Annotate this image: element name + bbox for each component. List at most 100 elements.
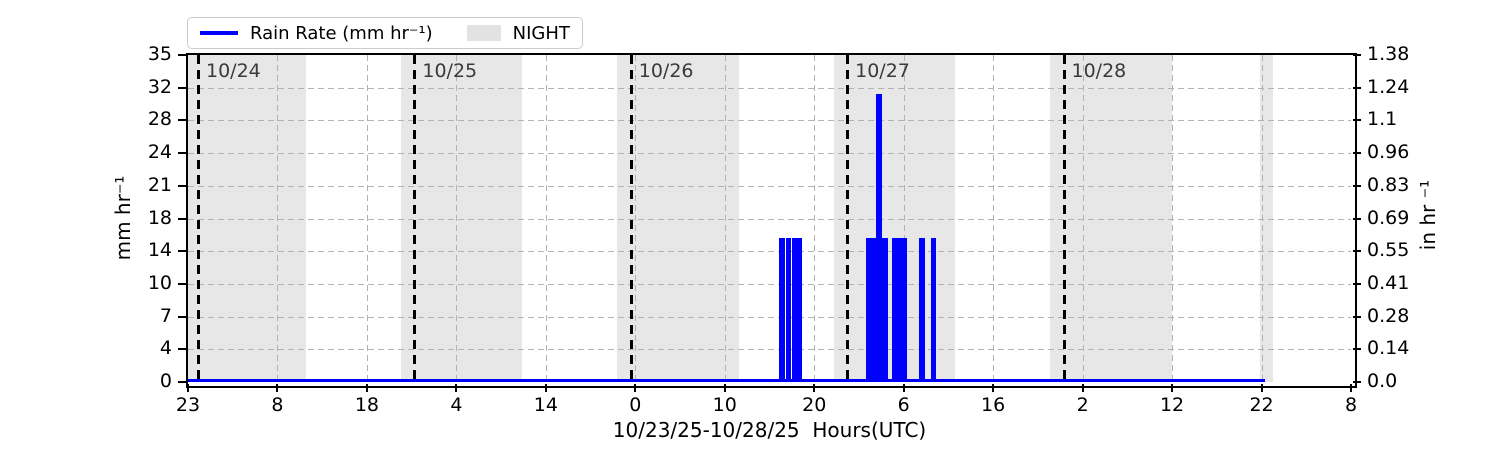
day-label: 10/24 (206, 60, 261, 82)
day-boundary-line (1062, 55, 1066, 382)
y-tick-mark-right (1353, 315, 1361, 318)
rain-rate-bar (919, 238, 925, 382)
y-tick-label-left: 14 (147, 239, 172, 262)
y-tick-label-right: 0.69 (1367, 206, 1410, 229)
y-tick-mark-left (178, 381, 186, 383)
y-tick-mark-left (178, 348, 186, 351)
y-tick-label-left: 28 (147, 108, 172, 131)
y-tick-label-left: 24 (147, 141, 172, 164)
x-tick-label: 12 (1159, 394, 1185, 416)
vertical-gridline (1082, 55, 1084, 382)
y-tick-label-right: 1.24 (1367, 75, 1410, 98)
rain-rate-bar (779, 238, 785, 382)
x-tick-mark (276, 384, 279, 392)
y-tick-mark-right (1353, 54, 1361, 56)
x-tick-mark (902, 384, 905, 392)
vertical-gridline (993, 55, 995, 382)
x-tick-label: 22 (1249, 394, 1274, 416)
y-tick-label-right: 0.83 (1367, 173, 1410, 196)
legend: Rain Rate (mm hr⁻¹) NIGHT (187, 17, 583, 49)
y-tick-mark-left (178, 315, 186, 318)
x-tick-mark (365, 384, 368, 392)
rain-rate-bar (892, 238, 907, 382)
horizontal-gridline (188, 251, 1351, 253)
day-label: 10/26 (638, 60, 694, 82)
y-tick-mark-right (1353, 250, 1361, 253)
y-tick-label-right: 0.28 (1367, 304, 1410, 327)
vertical-gridline (635, 55, 637, 382)
vertical-gridline (277, 55, 279, 382)
y-tick-label-right: 0.0 (1367, 370, 1398, 392)
day-label: 10/28 (1071, 60, 1127, 82)
x-tick-mark (634, 384, 637, 392)
y-tick-mark-left (178, 86, 186, 89)
y-tick-mark-right (1353, 119, 1361, 122)
x-tick-label: 6 (897, 394, 910, 416)
y-tick-label-left: 32 (147, 75, 172, 98)
x-tick-label: 2 (1076, 394, 1089, 416)
plot-area: 10/24 10/25 10/26 10/27 10/28 (188, 55, 1351, 382)
rain-rate-bar (797, 238, 802, 382)
vertical-gridline (1261, 55, 1263, 382)
x-tick-label: 0 (629, 394, 642, 416)
x-tick-mark (1350, 384, 1352, 392)
vertical-gridline (366, 55, 368, 382)
rain-rate-bar (785, 238, 792, 382)
y-tick-mark-left (178, 184, 186, 187)
y-tick-label-right: 0.55 (1367, 239, 1410, 262)
y-tick-mark-right (1353, 86, 1361, 89)
vertical-gridline (456, 55, 458, 382)
y-tick-label-right: 0.96 (1367, 141, 1410, 164)
y-tick-label-left: 18 (147, 206, 172, 229)
day-label: 10/27 (855, 60, 910, 82)
vertical-gridline (724, 55, 726, 382)
day-boundary-line (197, 55, 200, 382)
y-tick-label-left: 21 (147, 173, 172, 196)
day-boundary-line (846, 55, 850, 382)
y-tick-label-left: 10 (147, 271, 172, 294)
x-tick-mark (1171, 384, 1174, 392)
y-tick-label-left: 7 (159, 304, 172, 327)
vertical-gridline (1172, 55, 1174, 382)
y-tick-mark-left (178, 250, 186, 253)
y-tick-label-right: 0.41 (1367, 271, 1410, 294)
y-tick-mark-left (178, 119, 186, 122)
horizontal-gridline (188, 218, 1351, 220)
y-tick-label-left: 0 (159, 370, 172, 392)
x-tick-label: 8 (1344, 394, 1358, 416)
legend-night-label: NIGHT (512, 22, 570, 44)
night-patch-swatch (466, 25, 501, 41)
x-tick-label: 4 (450, 394, 463, 416)
rain-rate-zero-line (188, 379, 1266, 382)
y-tick-mark-right (1353, 381, 1361, 383)
x-tick-label: 23 (175, 394, 201, 416)
y-tick-mark-left (178, 217, 186, 220)
x-tick-mark (723, 384, 726, 392)
rain-rate-bar (875, 94, 883, 382)
day-label: 10/25 (422, 60, 478, 82)
horizontal-gridline (188, 316, 1351, 318)
y-tick-mark-left (178, 152, 186, 155)
horizontal-gridline (188, 120, 1351, 122)
x-tick-mark (813, 384, 816, 392)
day-boundary-line (413, 55, 417, 382)
x-tick-label: 16 (981, 394, 1006, 416)
y-tick-mark-right (1353, 217, 1361, 220)
y-tick-label-left: 35 (147, 43, 172, 65)
y-tick-mark-right (1353, 348, 1361, 351)
x-tick-mark (455, 384, 458, 392)
rain-rate-bar (792, 238, 797, 382)
horizontal-gridline (188, 283, 1351, 285)
rain-rate-bar (930, 238, 937, 382)
y-tick-mark-right (1353, 152, 1361, 155)
y-tick-label-left: 4 (159, 337, 172, 360)
y-tick-label-right: 1.1 (1367, 108, 1398, 131)
y-tick-mark-left (178, 282, 186, 285)
y-tick-label-right: 0.14 (1367, 337, 1410, 360)
x-tick-mark (544, 384, 547, 392)
y-tick-label-right: 1.38 (1367, 43, 1410, 65)
x-tick-mark (187, 384, 189, 392)
x-tick-label: 18 (354, 394, 380, 416)
y-tick-mark-right (1353, 184, 1361, 187)
